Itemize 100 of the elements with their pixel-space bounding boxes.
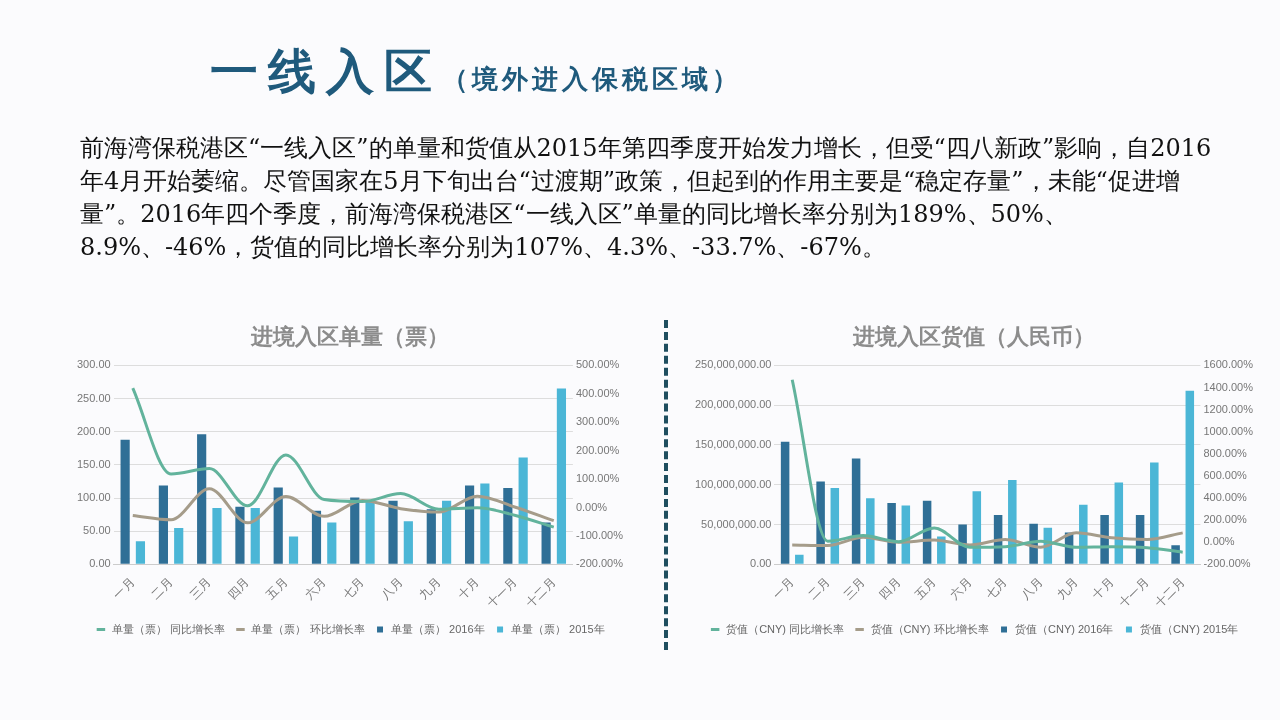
y2-tick-label: 400.00% (575, 386, 620, 399)
legend-label: 货值（CNY) 2016年 (1015, 622, 1114, 635)
bar (327, 522, 337, 564)
bar (541, 522, 551, 564)
legend-label: 单量（票） 同比增长率 (111, 622, 225, 635)
x-tick-label: 十二月 (1151, 575, 1188, 611)
bar (1150, 462, 1159, 564)
bar (120, 439, 130, 564)
bar (174, 527, 184, 564)
text: 前海湾保税港区“一线入区”的单量和货值从2015年第四季度开始发力增长，但受“四八新政”影响，自2016年4月开始萎缩。尽管国家在5月下旬出台“过渡期”政策，但起到的作用主要是“稳定存量”，未能“促进增量”。2016年四个季度，前海湾保税港区“一线入区”单量的同比增长率分别为189%、50%、8.9%、-46%，货值的同比增长率分别为107%、4.3%、-33.7%、-67%。 (80, 133, 1213, 263)
x-tick-label: 四月 (876, 575, 904, 602)
chart-title: 进境入区单量（票） (250, 323, 449, 349)
x-tick-label: 十二月 (522, 575, 559, 611)
y-tick-label: 150.00 (76, 457, 111, 470)
x-tick-label: 九月 (1053, 575, 1081, 602)
bar (403, 521, 413, 564)
x-tick-label: 七月 (982, 575, 1010, 602)
legend-label: 单量（票） 环比增长率 (251, 622, 365, 635)
x-tick-label: 二月 (805, 575, 833, 602)
x-tick-label: 十月 (454, 575, 482, 602)
x-tick-label: 一月 (769, 575, 797, 602)
line-series (790, 378, 1185, 554)
x-tick-label: 一月 (110, 575, 138, 602)
y2-tick-label: 1400.00% (1203, 380, 1254, 393)
y2-tick-label: -100.00% (575, 528, 624, 541)
x-tick-label: 八月 (1018, 575, 1046, 602)
legend-label: 货值（CNY) 环比增长率 (870, 622, 989, 635)
bar (780, 441, 790, 564)
x-tick-label: 五月 (911, 575, 939, 602)
bar (197, 434, 207, 564)
y-tick-label: 50,000,000.00 (701, 517, 772, 530)
bar (250, 507, 260, 564)
y-tick-label: 0.00 (89, 557, 111, 570)
y2-tick-label: 0.00% (575, 500, 608, 513)
bar (518, 457, 528, 564)
y-tick-label: 0.00 (750, 557, 772, 570)
y2-tick-label: 1600.00% (1203, 358, 1254, 371)
text: （境外进入保税区域） (442, 64, 742, 94)
x-tick-label: 二月 (148, 575, 176, 602)
legend-label: 单量（票） 2015年 (511, 622, 605, 635)
bar (311, 510, 322, 564)
y2-tick-label: 200.00% (1203, 513, 1248, 526)
y-tick-label: 100.00 (76, 491, 111, 504)
bar (887, 503, 896, 564)
bar (503, 488, 513, 564)
bar (795, 554, 804, 564)
legend-label: 单量（票） 2016年 (391, 622, 485, 635)
x-tick-label: 三月 (840, 575, 868, 602)
bar (388, 500, 398, 564)
y-tick-label: 250.00 (76, 391, 111, 404)
y-tick-label: 200,000,000.00 (694, 398, 772, 411)
y-tick-label: 150,000,000.00 (694, 438, 772, 451)
y-tick-label: 200.00 (76, 424, 111, 437)
x-tick-label: 十一月 (484, 575, 520, 611)
y-tick-label: 100,000,000.00 (694, 477, 772, 490)
bar (464, 485, 475, 564)
bar (158, 485, 168, 564)
bar (866, 498, 875, 564)
bar (556, 388, 567, 564)
bar (273, 487, 283, 564)
x-tick-label: 七月 (340, 575, 367, 602)
y2-tick-label: 600.00% (1203, 468, 1248, 481)
bar (212, 507, 222, 564)
chart-title: 进境入区货值（人民币） (852, 323, 1095, 349)
y2-tick-label: 1000.00% (1203, 424, 1254, 437)
line-series (131, 487, 556, 525)
bar (235, 506, 245, 564)
x-tick-label: 八月 (378, 575, 406, 602)
y-tick-label: 50.00 (83, 524, 111, 537)
y-tick-label: 300.00 (76, 358, 111, 371)
y2-tick-label: 500.00% (575, 358, 620, 371)
y2-tick-label: 300.00% (575, 415, 620, 428)
x-tick-label: 十月 (1089, 575, 1117, 602)
x-tick-label: 九月 (416, 575, 444, 602)
line-series (131, 386, 556, 529)
x-tick-label: 三月 (186, 575, 214, 602)
x-tick-label: 六月 (947, 575, 975, 602)
x-tick-label: 十一月 (1116, 575, 1152, 611)
bar (426, 509, 436, 564)
bar (135, 541, 146, 564)
legend-label: 货值（CNY) 同比增长率 (726, 622, 845, 635)
bar (1008, 480, 1017, 564)
bar (288, 536, 299, 564)
y2-tick-label: 0.00% (1203, 535, 1235, 548)
bar (365, 500, 375, 564)
y2-tick-label: 200.00% (575, 443, 620, 456)
y2-tick-label: -200.00% (575, 557, 624, 570)
y2-tick-label: 100.00% (575, 472, 620, 485)
y2-tick-label: 1200.00% (1203, 402, 1254, 415)
y2-tick-label: -200.00% (1203, 557, 1251, 570)
x-tick-label: 六月 (301, 575, 329, 602)
bar (1185, 390, 1195, 564)
bar (442, 500, 452, 564)
x-tick-label: 四月 (225, 575, 253, 602)
bar (480, 483, 490, 564)
y2-tick-label: 400.00% (1203, 491, 1248, 504)
y2-tick-label: 800.00% (1203, 446, 1248, 459)
legend-label: 货值（CNY) 2015年 (1139, 622, 1239, 635)
x-tick-label: 五月 (263, 575, 291, 602)
y-tick-label: 250,000,000.00 (694, 358, 772, 371)
